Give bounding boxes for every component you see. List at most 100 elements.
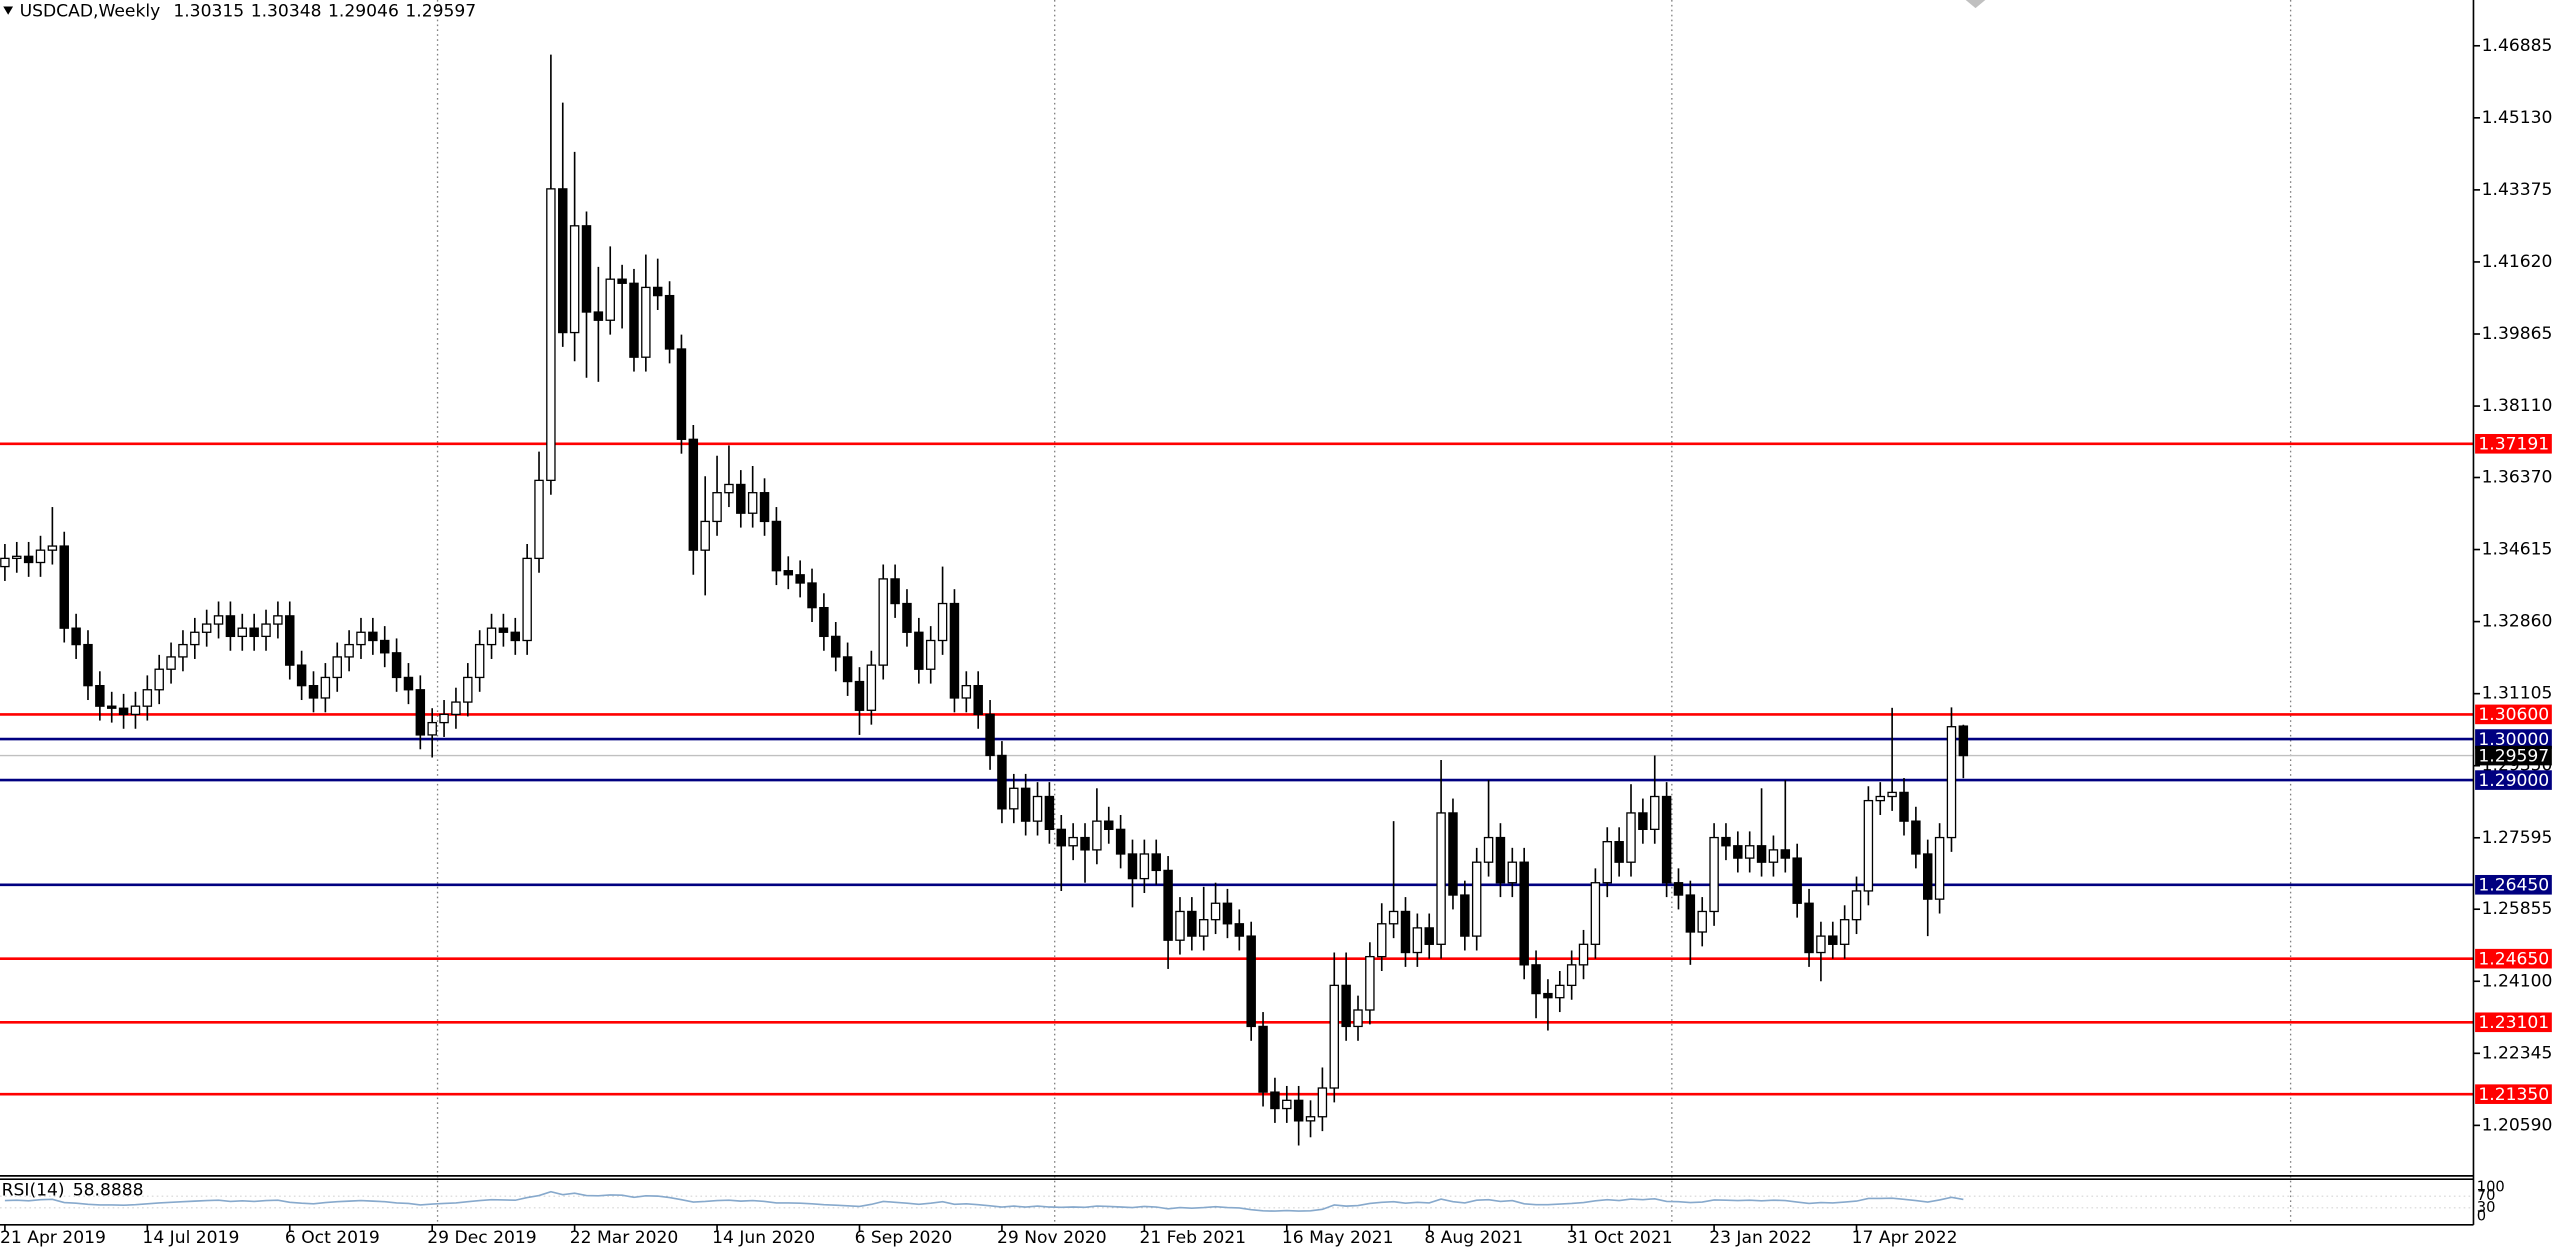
candle-body-bear	[795, 574, 805, 584]
candle-body-bear	[1080, 836, 1090, 851]
x-tick-label: 14 Jul 2019	[142, 1228, 239, 1248]
candle-body-bear	[1163, 869, 1173, 941]
candle-body-bull	[866, 664, 877, 711]
candle-body-bear	[819, 606, 829, 638]
level-label: 1.30000	[2478, 730, 2549, 750]
candle-body-bear	[1151, 853, 1161, 872]
y-tick-label: 1.34615	[2482, 540, 2553, 560]
x-tick-label: 14 Jun 2020	[712, 1228, 815, 1248]
candle-body-bear	[59, 545, 69, 629]
candle-body-bear	[688, 438, 699, 551]
candle-body-bear	[1780, 849, 1791, 859]
candle-body-bull	[1875, 795, 1885, 802]
level-label: 1.26450	[2478, 876, 2549, 896]
candle-body-bear	[783, 570, 794, 576]
x-tick-label: 22 Mar 2020	[570, 1228, 679, 1248]
candle-body-bull	[1009, 787, 1019, 810]
candle-body-bear	[736, 483, 746, 514]
candle-body-bull	[1092, 820, 1102, 851]
candle-body-bear	[368, 631, 378, 642]
candle-body-bear	[973, 684, 983, 716]
candle-body-bear	[1661, 795, 1672, 884]
last-close: 1.29597	[405, 1, 476, 21]
candle-body-bull	[474, 643, 485, 679]
y-tick-label: 1.31105	[2482, 684, 2553, 704]
level-label: 1.30600	[2478, 705, 2549, 725]
y-tick-label: 1.24100	[2482, 971, 2553, 991]
candle-body-bull	[1139, 853, 1150, 880]
candle-body-bull	[142, 689, 153, 707]
candles	[0, 54, 1969, 1146]
candle-body-bear	[391, 652, 402, 679]
x-tick-label: 8 Aug 2021	[1424, 1228, 1523, 1248]
candle-body-bull	[1590, 882, 1601, 945]
candle-body-bear	[71, 627, 81, 646]
y-tick-label: 1.27595	[2482, 828, 2553, 848]
candle-body-bull	[463, 676, 473, 703]
time-axis: 21 Apr 2019 14 Jul 2019 6 Oct 2019 29 Dec 2…	[0, 1224, 1957, 1248]
y-tick-label: 1.41620	[2482, 252, 2553, 272]
candle-body-bull	[1305, 1116, 1316, 1122]
x-tick-label: 29 Nov 2020	[997, 1228, 1107, 1248]
shift-marker[interactable]	[1965, 0, 1986, 9]
candle-body-bull	[1175, 910, 1185, 941]
level-label-box	[2475, 770, 2552, 790]
rsi-tick-label: 30	[2477, 1199, 2496, 1216]
candle-body-bull	[190, 631, 200, 646]
level-label-box	[2475, 704, 2552, 725]
candle-body-bear	[854, 680, 865, 711]
candle-body-bear	[1531, 964, 1541, 995]
rsi-line	[4, 1190, 1964, 1212]
menu-triangle[interactable]	[3, 6, 14, 15]
candle-body-bull	[1626, 812, 1636, 863]
candle-body-bear	[1448, 812, 1458, 896]
candle-body-bear	[902, 602, 912, 633]
candle-body-bull	[1068, 836, 1078, 847]
candle-body-bear	[1673, 882, 1684, 896]
candle-body-bear	[629, 282, 639, 358]
candle-body-bear	[1792, 857, 1802, 904]
candle-body-bull	[1032, 795, 1043, 822]
y-tick-label: 1.25855	[2482, 899, 2553, 919]
candle-body-bear	[1424, 927, 1434, 945]
candle-body-bear	[617, 278, 627, 284]
x-tick-label: 23 Jan 2022	[1709, 1228, 1812, 1248]
x-tick-label: 21 Apr 2019	[0, 1228, 106, 1248]
candle-body-bear	[1519, 861, 1529, 966]
candle-body-bear	[664, 294, 675, 350]
candle-body-bear	[23, 555, 34, 564]
candle-body-bull	[1602, 841, 1613, 884]
candle-body-bear	[949, 602, 960, 699]
candle-body-bear	[1721, 836, 1731, 847]
candle-body-bear	[1270, 1091, 1280, 1110]
candle-body-bear	[1341, 984, 1351, 1028]
candle-body-bear	[379, 639, 390, 654]
level-label-box	[2475, 433, 2552, 454]
candle-body-bull	[154, 668, 164, 691]
candle-body-bull	[1555, 984, 1565, 999]
level-label-box	[2475, 1012, 2552, 1033]
candle-body-bear	[1246, 935, 1256, 1028]
candle-body-bull	[1946, 726, 1957, 839]
candle-body-bear	[1733, 845, 1743, 859]
candle-body-bull	[47, 545, 58, 551]
candle-body-bear	[1756, 845, 1767, 863]
candle-body-bear	[759, 492, 770, 523]
rsi-value: 58.8888	[73, 1181, 144, 1201]
candle-body-bull	[1697, 910, 1707, 933]
candle-body-bull	[1365, 955, 1375, 1011]
candle-body-bear	[1020, 787, 1031, 822]
candle-body-bear	[118, 707, 129, 716]
candle-body-bear	[771, 520, 782, 572]
candle-body-bull	[12, 555, 22, 560]
candle-body-bull	[569, 225, 580, 334]
candle-body-bull	[237, 627, 248, 638]
candle-body-bull	[1210, 902, 1221, 921]
candle-body-bull	[700, 520, 710, 551]
candle-body-bull	[486, 627, 497, 646]
candle-body-bull	[641, 286, 651, 358]
level-label: 1.24650	[2478, 949, 2549, 969]
candle-body-bear	[1804, 902, 1814, 954]
candle-body-bull	[1483, 836, 1494, 863]
levels	[0, 442, 2474, 1096]
